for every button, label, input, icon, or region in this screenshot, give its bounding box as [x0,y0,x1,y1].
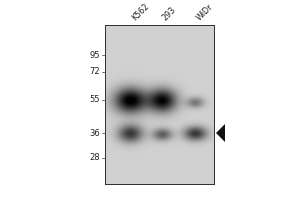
Text: K562: K562 [130,1,151,22]
Text: 36: 36 [89,129,100,138]
Text: 293: 293 [160,5,177,22]
Polygon shape [216,124,225,142]
Text: 95: 95 [89,50,100,60]
Text: 72: 72 [89,68,100,76]
Text: WiDr: WiDr [195,2,215,22]
Text: 55: 55 [89,96,100,104]
Text: 28: 28 [89,154,100,162]
